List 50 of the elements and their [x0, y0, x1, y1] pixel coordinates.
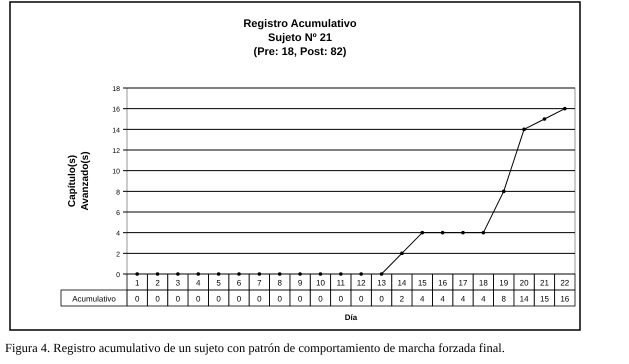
- data-label: 4: [460, 294, 466, 304]
- x-tick-label: 21: [540, 278, 550, 288]
- x-tick-label: 20: [520, 278, 530, 288]
- x-tick-label: 11: [336, 278, 346, 288]
- data-label: 0: [176, 294, 181, 304]
- data-label: 0: [318, 294, 324, 304]
- x-tick-label: 15: [418, 278, 428, 288]
- data-label: 14: [520, 294, 530, 304]
- data-label: 0: [236, 294, 242, 304]
- x-axis-title: Día: [344, 313, 358, 322]
- data-label: 4: [440, 294, 446, 304]
- x-tick-label: 13: [377, 278, 387, 288]
- x-tick-label: 18: [478, 278, 488, 288]
- chart-title: Registro Acumulativo: [243, 18, 357, 30]
- data-label: 0: [358, 294, 364, 304]
- data-label: 16: [560, 294, 570, 304]
- x-tick-label: 3: [176, 278, 181, 288]
- data-label: 4: [481, 294, 486, 304]
- x-tick-label: 17: [458, 278, 468, 288]
- x-tick-label: 4: [196, 278, 202, 288]
- x-tick-label: 6: [236, 278, 242, 288]
- data-label: 15: [540, 294, 550, 304]
- legend-label: Acumulativo: [72, 294, 116, 304]
- data-label: 0: [216, 294, 222, 304]
- data-label: 0: [134, 294, 140, 304]
- data-label: 0: [278, 294, 282, 304]
- data-label: 2: [400, 294, 405, 304]
- data-label: 0: [379, 294, 384, 304]
- x-tick-label: 14: [397, 278, 407, 288]
- y-axis-title: Capítulo(s) Avanzado(s): [67, 151, 91, 211]
- x-tick-label: 12: [356, 278, 366, 288]
- x-tick-label: 1: [134, 278, 140, 288]
- x-tick-label: 7: [257, 278, 262, 288]
- x-tick-label: 22: [560, 278, 570, 288]
- data-label: 0: [298, 294, 303, 304]
- x-tick-label: 10: [316, 278, 326, 288]
- x-tick-label: 19: [499, 278, 509, 288]
- x-tick-label: 16: [438, 278, 448, 288]
- data-label: 0: [196, 294, 202, 304]
- chart-subtitle: Sujeto Nº 21 (Pre: 18, Post: 82): [254, 32, 347, 58]
- text: Figura 4. Registro acumulativo de un sujeto con patrón de comportamiento de marcha forzada final.: [5, 341, 505, 355]
- data-label: 0: [155, 294, 160, 304]
- x-tick-label: 9: [298, 278, 303, 288]
- x-tick-label: 8: [278, 278, 282, 288]
- data-label: 0: [257, 294, 262, 304]
- x-tick-label: 2: [155, 278, 160, 288]
- data-label: 8: [502, 294, 506, 304]
- data-label: 4: [420, 294, 426, 304]
- data-label: 0: [338, 294, 344, 304]
- x-tick-label: 5: [216, 278, 222, 288]
